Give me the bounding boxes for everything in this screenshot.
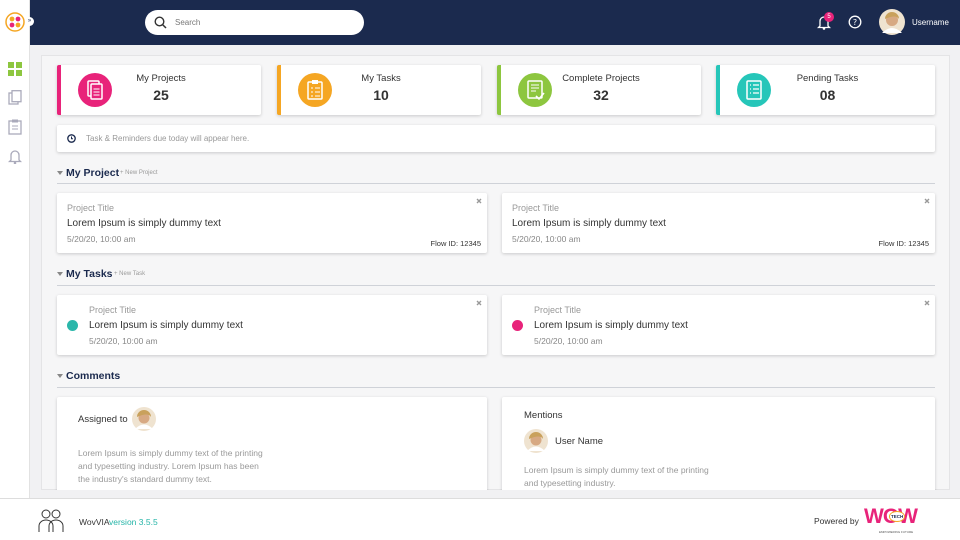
task-date: 5/20/20, 10:00 am xyxy=(534,336,603,346)
powered-by: Powered by xyxy=(814,516,859,526)
username[interactable]: Username xyxy=(912,18,949,27)
section-heading: My Project xyxy=(66,167,120,179)
task-label: Project Title xyxy=(89,305,137,315)
mentions-text: Lorem Ipsum is simply dummy text of the … xyxy=(524,465,709,488)
brand-tagline: EMPOWERING FUTURE xyxy=(879,530,914,534)
mention-avatar xyxy=(524,429,548,453)
stat-label: My Tasks xyxy=(361,73,401,84)
sidebar xyxy=(0,0,30,498)
project-card[interactable]: Project Title Lorem Ipsum is simply dummy… xyxy=(57,193,487,253)
reminder-bar: Task & Reminders due today will appear h… xyxy=(57,125,935,152)
project-text: Lorem Ipsum is simply dummy text xyxy=(512,218,666,229)
flow-id: Flow ID: 12345 xyxy=(878,239,929,248)
section-rule xyxy=(57,183,935,184)
mentions-label: Mentions xyxy=(524,410,563,421)
task-text: Lorem Ipsum is simply dummy text xyxy=(89,320,243,331)
clock-icon xyxy=(67,134,76,143)
nav-notifications[interactable] xyxy=(8,149,22,164)
stat-label: Pending Tasks xyxy=(796,73,859,84)
project-label: Project Title xyxy=(512,203,560,213)
nav-dashboard[interactable] xyxy=(8,62,22,76)
close-button[interactable] xyxy=(924,198,930,204)
stat-icon xyxy=(737,73,771,107)
add-task[interactable]: + New Task xyxy=(114,271,146,277)
stat-icon xyxy=(518,73,552,107)
stat-icon xyxy=(78,73,112,107)
task-card[interactable]: Project Title Lorem Ipsum is simply dummy… xyxy=(502,295,935,355)
search-box[interactable]: Search xyxy=(145,10,364,35)
stat-card: My Projects 25 xyxy=(57,65,261,115)
project-card[interactable]: Project Title Lorem Ipsum is simply dummy… xyxy=(502,193,935,253)
stat-count: 25 xyxy=(153,87,169,103)
task-status-dot xyxy=(512,320,523,331)
footer: WovVIA version 3.5.5 Powered by WOW TECH… xyxy=(0,498,960,540)
task-date: 5/20/20, 10:00 am xyxy=(89,336,158,346)
user-avatar[interactable] xyxy=(879,9,905,35)
stat-card: My Tasks 10 xyxy=(277,65,481,115)
content: Task & Reminders due today will appear h… xyxy=(57,65,935,490)
task-label: Project Title xyxy=(534,305,582,315)
project-text: Lorem Ipsum is simply dummy text xyxy=(67,218,221,229)
assigned-label: Assigned to xyxy=(78,414,128,425)
add-project[interactable]: + New Project xyxy=(120,170,158,176)
collapse-caret[interactable] xyxy=(57,272,63,276)
assigned-text: Lorem Ipsum is simply dummy text of the … xyxy=(78,448,263,484)
assigned-card: Assigned to Lorem Ipsum is simply dummy … xyxy=(57,397,487,490)
mention-user: User Name xyxy=(555,436,604,447)
app-name: WovVIA xyxy=(79,517,110,527)
project-date: 5/20/20, 10:00 am xyxy=(67,234,136,244)
search-placeholder: Search xyxy=(175,18,201,27)
top-bar: » Search 5 ? Username xyxy=(25,0,960,45)
app-version: version 3.5.5 xyxy=(109,517,158,527)
footer-icon xyxy=(38,509,64,532)
collapse-caret[interactable] xyxy=(57,374,63,378)
sidebar-toggle[interactable]: » xyxy=(25,17,34,26)
app-logo[interactable] xyxy=(5,12,25,32)
task-card[interactable]: Project Title Lorem Ipsum is simply dummy… xyxy=(57,295,487,355)
close-button[interactable] xyxy=(924,300,930,306)
close-button[interactable] xyxy=(476,198,482,204)
assignee-avatar xyxy=(132,407,156,431)
collapse-caret[interactable] xyxy=(57,171,63,175)
project-label: Project Title xyxy=(67,203,115,213)
section-heading: My Tasks xyxy=(66,268,113,280)
section-rule xyxy=(57,285,935,286)
reminder-text: Task & Reminders due today will appear h… xyxy=(86,134,250,143)
task-text: Lorem Ipsum is simply dummy text xyxy=(534,320,688,331)
mentions-card: Mentions User Name Lorem Ipsum is simply… xyxy=(502,397,935,490)
stat-label: My Projects xyxy=(136,73,186,84)
task-status-dot xyxy=(67,320,78,331)
svg-text:?: ? xyxy=(853,18,857,27)
nav-projects[interactable] xyxy=(8,90,22,105)
close-button[interactable] xyxy=(476,300,482,306)
project-date: 5/20/20, 10:00 am xyxy=(512,234,581,244)
section-rule xyxy=(57,387,935,388)
stat-card: Pending Tasks 08 xyxy=(716,65,935,115)
flow-id: Flow ID: 12345 xyxy=(430,239,481,248)
section-heading: Comments xyxy=(66,370,121,382)
stat-count: 10 xyxy=(373,87,389,103)
stat-count: 32 xyxy=(593,87,609,103)
stat-card: Complete Projects 32 xyxy=(497,65,701,115)
help-icon[interactable]: ? xyxy=(848,15,862,29)
stat-icon xyxy=(298,73,332,107)
stat-count: 08 xyxy=(819,87,836,103)
brand-badge: TECH xyxy=(889,511,906,522)
notification-badge: 5 xyxy=(824,12,834,22)
search-icon xyxy=(154,16,167,29)
stat-label: Complete Projects xyxy=(562,73,640,84)
nav-tasks[interactable] xyxy=(8,119,22,135)
